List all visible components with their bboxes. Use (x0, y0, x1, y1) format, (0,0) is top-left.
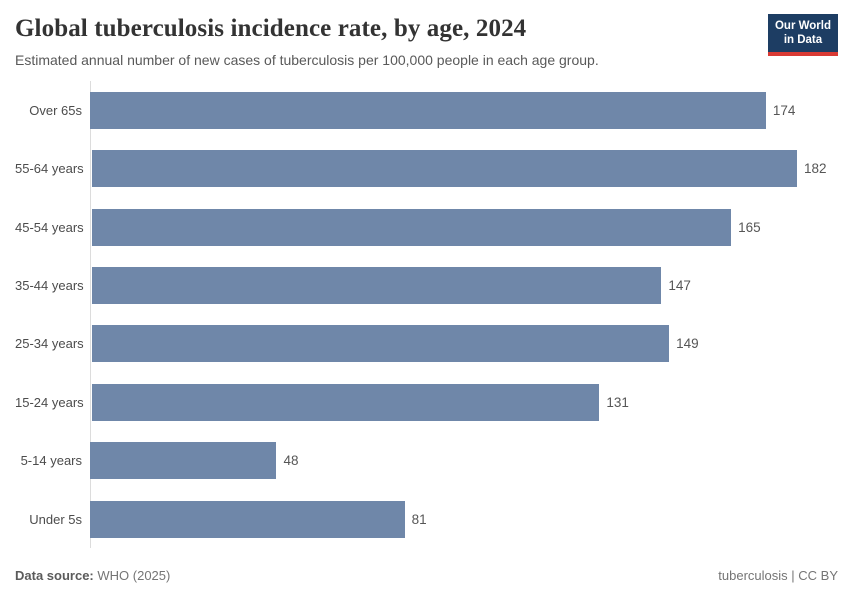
value-label: 147 (668, 278, 691, 293)
value-label: 182 (803, 161, 827, 177)
y-axis-line (90, 81, 91, 549)
bar[interactable] (91, 208, 732, 246)
chart-row: 45-54 years 165 (15, 198, 838, 256)
data-source-value: WHO (2025) (97, 568, 171, 584)
row-plot: 149 (91, 315, 828, 373)
owid-logo-line2: in Data (783, 34, 823, 47)
row-plot: 147 (91, 256, 828, 314)
bar[interactable] (90, 91, 766, 129)
owid-logo[interactable]: Our World in Data (767, 14, 838, 56)
chart-row: 5-14 years 48 (15, 431, 838, 489)
value-label: 48 (283, 453, 299, 469)
data-source-label: Data source: (15, 568, 94, 584)
category-label: 35-44 years (15, 278, 84, 293)
row-plot: 131 (91, 373, 828, 431)
chart-row: 55-64 years 182 (15, 140, 838, 198)
bar[interactable] (90, 442, 277, 480)
bar[interactable] (91, 383, 600, 421)
chart-row: Over 65s 174 (15, 81, 838, 139)
row-plot: 182 (91, 140, 828, 198)
chart-rows: Over 65s 174 55-64 years 182 45-54 years… (15, 81, 838, 548)
category-label: Under 5s (29, 511, 82, 527)
row-plot: 165 (91, 198, 828, 256)
category-label: 5-14 years (20, 453, 82, 469)
chart-row: 35-44 years 147 (15, 256, 838, 314)
license-note[interactable]: tuberculosis | CC BY (718, 568, 838, 584)
chart-subtitle: Estimated annual number of new cases of … (15, 52, 599, 68)
category-label: Over 65s (29, 102, 82, 118)
chart-row: 15-24 years 131 (15, 373, 838, 431)
category-label: 55-64 years (15, 161, 84, 177)
bar[interactable] (90, 500, 405, 538)
chart-row: 25-34 years 149 (15, 315, 838, 373)
chart-footer: Data source: WHO (2025) tuberculosis | C… (15, 568, 838, 583)
bar[interactable] (91, 150, 797, 188)
bar[interactable] (91, 325, 670, 363)
value-label: 165 (738, 219, 761, 235)
chart-row: Under 5s 81 (15, 490, 838, 548)
row-plot: 174 (90, 81, 828, 139)
value-label: 81 (411, 511, 427, 527)
page-title: Global tuberculosis incidence rate, by a… (15, 15, 527, 42)
category-label: 25-34 years (15, 336, 84, 352)
bar-chart: Over 65s 174 55-64 years 182 45-54 years… (15, 81, 838, 549)
row-plot: 81 (90, 490, 828, 548)
data-source: Data source: WHO (2025) (15, 568, 170, 583)
category-label: 15-24 years (15, 394, 84, 410)
value-label: 174 (772, 102, 796, 118)
owid-logo-line1: Our World (774, 20, 831, 32)
value-label: 131 (606, 394, 629, 410)
row-plot: 48 (90, 431, 828, 489)
value-label: 149 (676, 336, 699, 352)
bar[interactable] (91, 267, 662, 304)
category-label: 45-54 years (15, 219, 84, 235)
chart-header: Global tuberculosis incidence rate, by a… (15, 14, 838, 69)
